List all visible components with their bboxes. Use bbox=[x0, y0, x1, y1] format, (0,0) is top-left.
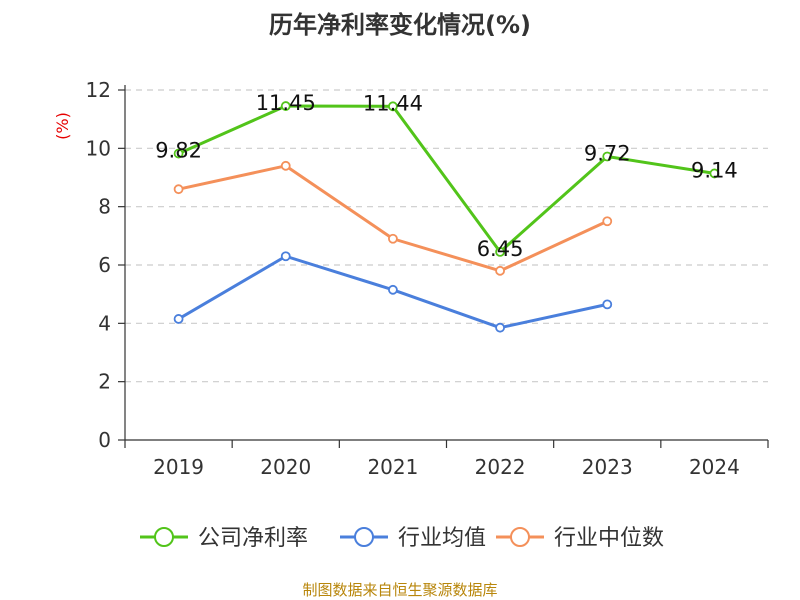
y-tick-label: 12 bbox=[86, 78, 111, 102]
data-point bbox=[280, 160, 291, 171]
y-tick-label: 4 bbox=[98, 311, 111, 335]
data-label: 9.14 bbox=[691, 158, 738, 182]
data-point bbox=[709, 168, 720, 179]
data-label: 9.82 bbox=[155, 139, 202, 163]
data-point bbox=[495, 265, 505, 276]
data-point bbox=[495, 246, 505, 257]
y-tick-label: 0 bbox=[98, 428, 111, 452]
data-labels: 9.82 11.45 11.44 6.45 9.72 9.14 bbox=[155, 91, 738, 261]
data-point bbox=[388, 233, 398, 244]
x-tick-label: 2023 bbox=[582, 455, 633, 479]
y-tick-label: 2 bbox=[98, 370, 111, 394]
legend: 公司净利率 行业均值 行业中位数 bbox=[140, 526, 664, 551]
legend-swatch-marker bbox=[154, 527, 174, 547]
legend-item-0[interactable]: 公司净利率 bbox=[140, 526, 308, 551]
data-point bbox=[280, 101, 291, 111]
legend-swatch-marker bbox=[510, 527, 530, 547]
x-tick-label: 2020 bbox=[260, 455, 311, 479]
y-tick-label: 8 bbox=[98, 195, 111, 219]
legend-swatch-marker bbox=[354, 527, 374, 547]
data-label: 9.72 bbox=[584, 142, 631, 166]
legend-item-2[interactable]: 行业中位数 bbox=[496, 526, 664, 551]
x-tick-labels: 2019 2020 2021 2022 2023 2024 bbox=[153, 455, 740, 479]
y-axis-label: (%) bbox=[53, 112, 72, 140]
x-tick-label: 2022 bbox=[475, 455, 526, 479]
x-tick-label: 2019 bbox=[153, 455, 204, 479]
data-label: 11.45 bbox=[256, 91, 316, 115]
data-label: 11.44 bbox=[363, 91, 423, 115]
series-line-2 bbox=[178, 164, 608, 273]
data-point bbox=[602, 151, 613, 162]
data-point bbox=[495, 322, 505, 333]
y-tick-label: 6 bbox=[98, 253, 111, 277]
legend-item-1[interactable]: 行业均值 bbox=[340, 526, 486, 551]
data-point bbox=[173, 314, 184, 324]
source-note: 制图数据来自恒生聚源数据库 bbox=[302, 581, 497, 599]
data-point bbox=[173, 148, 184, 159]
data-point bbox=[602, 216, 613, 227]
data-point bbox=[388, 101, 398, 112]
legend-label: 行业均值 bbox=[398, 526, 486, 551]
legend-label: 公司净利率 bbox=[198, 526, 308, 551]
series-line-0 bbox=[177, 104, 715, 254]
data-point bbox=[388, 284, 398, 295]
data-point bbox=[173, 184, 184, 195]
legend-label: 行业中位数 bbox=[554, 526, 664, 551]
data-point bbox=[602, 299, 613, 310]
x-tick-label: 2024 bbox=[689, 455, 740, 479]
data-label: 6.45 bbox=[477, 237, 524, 261]
y-tick-label: 10 bbox=[86, 136, 111, 160]
series-lines bbox=[173, 101, 720, 333]
grid-lines bbox=[125, 89, 768, 383]
x-tick-label: 2021 bbox=[367, 455, 418, 479]
data-point bbox=[280, 251, 291, 262]
axes bbox=[118, 85, 769, 448]
chart-title: 历年净利率变化情况(%) bbox=[269, 11, 531, 39]
y-tick-labels: 0 2 4 6 8 10 12 bbox=[86, 78, 111, 452]
